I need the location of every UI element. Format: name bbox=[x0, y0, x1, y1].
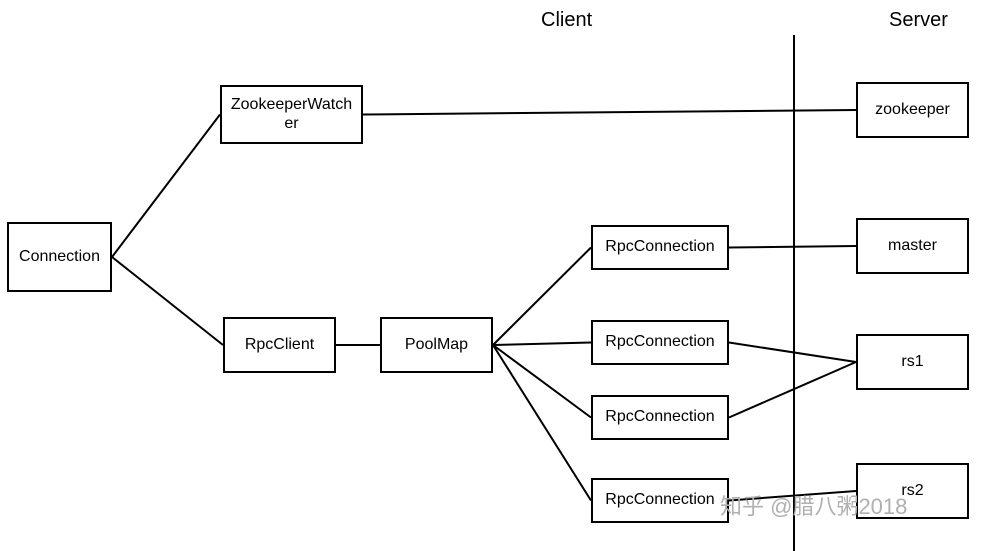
node-label: RpcConnection bbox=[605, 491, 714, 509]
node-rpc-conn-2: RpcConnection bbox=[591, 320, 729, 365]
node-rpc-conn-1: RpcConnection bbox=[591, 225, 729, 270]
node-zookeeper-watcher: ZookeeperWatch er bbox=[220, 85, 363, 144]
node-rpc-conn-4: RpcConnection bbox=[591, 478, 729, 523]
watermark: 知乎 @腊八粥2018 bbox=[720, 489, 907, 521]
edge-pool-map-rpc-conn-2 bbox=[493, 343, 591, 346]
edge-pool-map-rpc-conn-4 bbox=[493, 345, 591, 501]
client-server-divider bbox=[793, 35, 795, 551]
node-label: PoolMap bbox=[405, 336, 468, 354]
node-label: RpcConnection bbox=[605, 408, 714, 426]
node-rs1: rs1 bbox=[856, 334, 969, 390]
edge-pool-map-rpc-conn-1 bbox=[493, 248, 591, 346]
node-label: RpcConnection bbox=[605, 333, 714, 351]
edge-connection-rpc-client bbox=[112, 257, 223, 345]
node-label: master bbox=[888, 237, 937, 255]
diagram-canvas: Connection ZookeeperWatch er RpcClient Pool… bbox=[0, 0, 992, 551]
edge-pool-map-rpc-conn-3 bbox=[493, 345, 591, 418]
node-connection: Connection bbox=[7, 222, 112, 292]
node-rpc-conn-3: RpcConnection bbox=[591, 395, 729, 440]
node-label: RpcClient bbox=[245, 336, 314, 354]
node-label: zookeeper bbox=[875, 101, 950, 119]
client-label: Client bbox=[541, 9, 592, 32]
node-pool-map: PoolMap bbox=[380, 317, 493, 373]
node-label: RpcConnection bbox=[605, 238, 714, 256]
node-label: Connection bbox=[19, 248, 100, 266]
edge-connection-zookeeper-watcher bbox=[112, 115, 220, 258]
node-label: rs1 bbox=[901, 353, 923, 371]
node-label: ZookeeperWatch er bbox=[231, 96, 352, 133]
node-master: master bbox=[856, 218, 969, 274]
edge-zookeeper-watcher-zookeeper bbox=[363, 110, 856, 115]
server-label: Server bbox=[889, 9, 948, 32]
node-zookeeper: zookeeper bbox=[856, 82, 969, 138]
node-rpc-client: RpcClient bbox=[223, 317, 336, 373]
edges-layer bbox=[0, 0, 992, 551]
